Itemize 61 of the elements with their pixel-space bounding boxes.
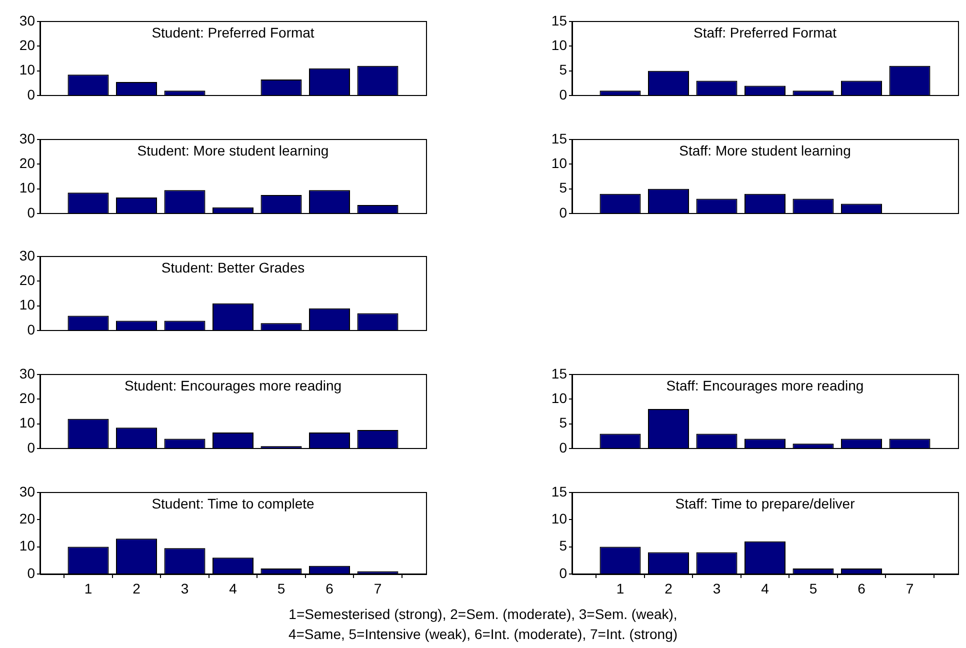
x-tick-label: 2	[664, 580, 673, 596]
x-tick-label: 1	[616, 580, 624, 596]
y-tick-label: 10	[551, 154, 568, 171]
chart-title: Staff: More student learning	[679, 142, 851, 158]
chart-title: Student: Preferred Format	[152, 24, 314, 40]
chart-title: Staff: Encourages more reading	[666, 377, 864, 394]
y-tick-label: 5	[559, 538, 568, 554]
chart-title: Staff: Time to prepare/deliver	[675, 495, 856, 512]
y-tick-label: 5	[559, 180, 568, 196]
y-tick-label: 20	[19, 272, 36, 288]
chart-title: Staff: Preferred Format	[694, 24, 837, 40]
x-tick-label: 7	[906, 580, 914, 596]
y-tick-label: 20	[19, 390, 36, 406]
y-tick-label: 10	[551, 390, 568, 406]
y-tick-label: 5	[559, 62, 568, 78]
y-tick-label: 0	[559, 204, 568, 220]
x-tick-label: 6	[326, 580, 334, 596]
y-tick-label: 5	[559, 414, 568, 431]
y-tick-label: 30	[19, 130, 36, 146]
y-tick-label: 0	[559, 439, 568, 456]
x-tick-label: 5	[809, 580, 818, 596]
chart-title: Student: Time to complete	[152, 495, 315, 512]
y-tick-label: 0	[559, 564, 568, 581]
y-tick-label: 30	[19, 365, 36, 382]
x-tick-label: 6	[858, 580, 866, 596]
y-tick-label: 15	[551, 483, 568, 500]
y-tick-label: 10	[19, 296, 36, 313]
y-tick-label: 0	[27, 321, 36, 338]
x-tick-label: 3	[712, 580, 721, 596]
y-tick-label: 20	[19, 36, 36, 53]
text: 4=Same, 5=Intensive (weak), 6=Int. (moderate), 7=Int. (strong)	[287, 625, 679, 644]
y-tick-label: 0	[27, 439, 36, 456]
x-tick-label: 2	[132, 580, 141, 596]
y-tick-label: 10	[19, 62, 36, 78]
y-tick-label: 15	[551, 365, 568, 382]
x-tick-label: 1	[84, 580, 92, 596]
x-tick-label: 5	[277, 580, 286, 596]
y-tick-label: 0	[559, 86, 568, 102]
text: 1=Semesterised (strong), 2=Sem. (moderate), 3=Sem. (weak),	[288, 605, 678, 624]
y-tick-label: 30	[19, 12, 36, 28]
x-tick-label: 7	[374, 580, 382, 596]
y-tick-label: 20	[19, 510, 36, 526]
chart-title: Student: More student learning	[137, 142, 329, 158]
x-tick-label: 4	[229, 580, 238, 596]
y-tick-label: 15	[551, 12, 568, 28]
chart-title: Student: Better Grades	[161, 259, 305, 276]
y-tick-label: 15	[551, 130, 568, 146]
y-tick-label: 10	[19, 538, 36, 554]
y-tick-label: 0	[27, 204, 36, 220]
chart-title: Student: Encourages more reading	[124, 377, 342, 394]
y-tick-label: 10	[551, 36, 568, 53]
y-tick-label: 10	[551, 510, 568, 526]
y-tick-label: 20	[19, 154, 36, 171]
y-tick-label: 10	[19, 414, 36, 431]
y-tick-label: 10	[19, 180, 36, 196]
y-tick-label: 30	[19, 483, 36, 500]
x-tick-label: 3	[180, 580, 189, 596]
x-tick-label: 4	[761, 580, 770, 596]
y-tick-label: 0	[27, 86, 36, 102]
y-tick-label: 0	[27, 564, 36, 581]
y-tick-label: 30	[19, 247, 36, 264]
